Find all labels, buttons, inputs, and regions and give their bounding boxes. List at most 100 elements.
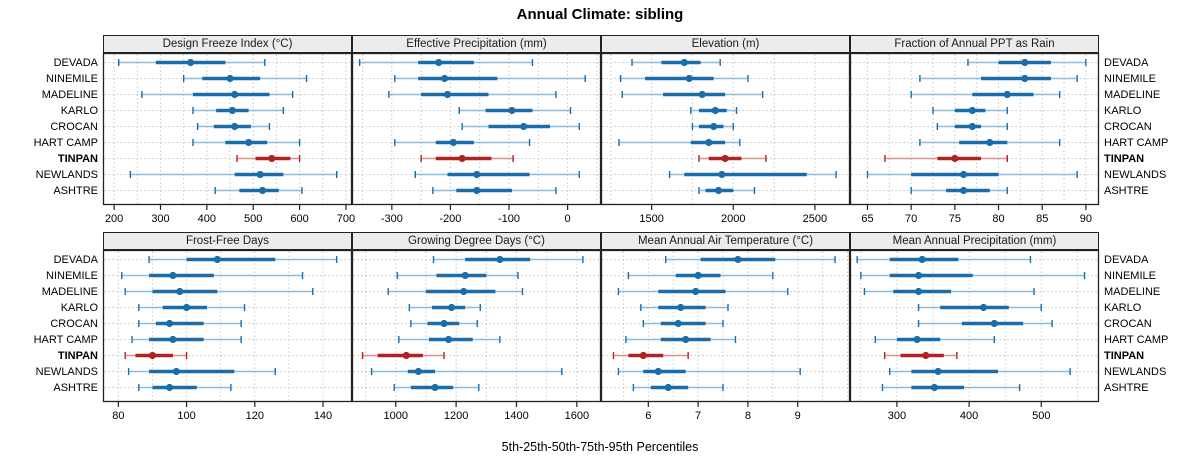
site-label-right-devada: DEVADA (1104, 253, 1149, 266)
median-dot-ninemile (226, 74, 234, 83)
axis-tick-label: 80 (112, 410, 124, 422)
site-label-left-karlo: KARLO (60, 104, 98, 117)
median-dot-karlo (979, 303, 988, 312)
median-dot-crocan (990, 319, 998, 328)
panel-border (351, 52, 602, 206)
median-dot-karlo (711, 106, 719, 115)
site-label-left-newlands: NEWLANDS (35, 168, 98, 181)
panel-strip-label: Effective Precipitation (mm) (406, 38, 547, 50)
median-dot-karlo (677, 303, 685, 312)
median-dot-hart-camp (986, 138, 994, 147)
percentile-whiskers (121, 255, 338, 392)
site-label-left-ashtre: ASHTRE (53, 184, 98, 197)
median-dot-tinpan (148, 351, 157, 360)
median-dot-devada (187, 58, 195, 67)
axis-tick-label: -200 (439, 213, 461, 225)
site-label-right-madeline: MADELINE (1104, 88, 1161, 101)
axis-tick-label: 500 (1032, 410, 1050, 422)
site-label-right-karlo: KARLO (1104, 301, 1142, 314)
percentile-whiskers (618, 58, 837, 195)
axis-tick-label: 200 (105, 213, 123, 225)
median-dot-ashtre (258, 186, 267, 195)
panel-strip-frost-free-days: Frost-Free Days (103, 232, 352, 250)
percentile-whiskers (361, 255, 584, 392)
chart-title: Annual Climate: sibling (516, 6, 684, 23)
axis-tick-label: 2500 (803, 213, 827, 225)
axis-tick-label: 85 (1036, 213, 1048, 225)
median-dot-hart-camp (913, 335, 921, 344)
x-axis: -300 -200 -100 0 (381, 205, 571, 225)
median-dot-devada (213, 255, 221, 264)
axis-tick-label: 75 (949, 213, 961, 225)
x-axis: 6 7 8 9 (645, 402, 801, 422)
axis-tick-label: 500 (244, 213, 262, 225)
median-dot-madeline (231, 90, 239, 99)
percentile-whiskers (856, 255, 1086, 392)
panel-border (102, 52, 353, 206)
gridlines (851, 251, 1098, 401)
site-label-left-madeline: MADELINE (41, 285, 98, 298)
panel-plot-design-freeze-index-c: 200 300 400 500 600 700 (102, 52, 355, 225)
median-dot-madeline (460, 287, 468, 296)
x-axis: 1000 1200 1400 1600 (384, 402, 589, 422)
panel-strip-label: Mean Annual Air Temperature (°C) (637, 235, 814, 247)
panel-border (351, 249, 602, 403)
site-label-left-newlands: NEWLANDS (35, 365, 98, 378)
site-label-left-crocan: CROCAN (50, 317, 98, 330)
panel-strip-fraction-of-annual-ppt-as-rain: Fraction of Annual PPT as Rain (850, 35, 1099, 53)
site-label-right-crocan: CROCAN (1104, 120, 1152, 133)
panel-border (102, 249, 353, 403)
median-dot-karlo (508, 106, 516, 115)
percentile-whiskers (866, 58, 1087, 195)
median-dot-hart-camp (449, 138, 457, 147)
panel-border (849, 249, 1100, 403)
median-dot-crocan (710, 122, 718, 131)
median-dot-ninemile (1021, 74, 1029, 83)
site-label-right-devada: DEVADA (1104, 56, 1149, 69)
site-label-left-crocan: CROCAN (50, 120, 98, 133)
median-dot-newlands (473, 170, 481, 179)
axis-tick-label: 300 (888, 410, 906, 422)
median-dot-devada (734, 255, 742, 264)
axis-tick-label: -300 (381, 213, 403, 225)
median-dot-crocan (520, 122, 528, 131)
median-dot-ashtre (930, 383, 939, 392)
panel-plot-frost-free-days: 80 100 120 140 (102, 249, 353, 422)
x-axis: 200 300 400 500 600 700 (105, 205, 355, 225)
site-label-left-hart-camp: HART CAMP (33, 136, 98, 149)
median-dot-tinpan (922, 351, 930, 360)
panel-plot-mean-annual-air-temperature-c: 6 7 8 9 (600, 249, 851, 422)
site-label-right-karlo: KARLO (1104, 104, 1142, 117)
median-dot-newlands (934, 367, 942, 376)
median-dot-crocan (440, 319, 448, 328)
axis-tick-label: 8 (745, 410, 751, 422)
site-label-left-devada: DEVADA (53, 253, 98, 266)
axis-tick-label: 1200 (444, 410, 468, 422)
axis-tick-label: 0 (565, 213, 571, 225)
median-dot-tinpan (268, 154, 276, 163)
axis-tick-label: -100 (498, 213, 520, 225)
median-dot-karlo (228, 106, 236, 115)
site-label-left-ashtre: ASHTRE (53, 381, 98, 394)
median-dot-madeline (698, 90, 706, 99)
panel-strip-mean-annual-precipitation-mm: Mean Annual Precipitation (mm) (850, 232, 1099, 250)
median-dot-newlands (959, 170, 968, 179)
median-dot-madeline (443, 90, 452, 99)
median-dot-ashtre (664, 383, 672, 392)
axis-tick-label: 400 (960, 410, 978, 422)
x-axis: 1500 2000 2500 (639, 205, 827, 225)
median-dot-ashtre (959, 186, 968, 195)
panel-plot-fraction-of-annual-ppt-as-rain: 65 70 75 80 85 90 (849, 52, 1100, 225)
panel-strip-label: Growing Degree Days (°C) (408, 235, 545, 247)
site-label-left-ninemile: NINEMILE (46, 72, 98, 85)
median-dot-devada (496, 255, 504, 264)
site-label-right-tinpan: TINPAN (1104, 349, 1145, 362)
site-label-right-crocan: CROCAN (1104, 317, 1152, 330)
x-axis-caption: 5th-25th-50th-75th-95th Percentiles (501, 440, 699, 454)
panel-border (600, 249, 851, 403)
median-dot-tinpan (639, 351, 647, 360)
median-dot-madeline (914, 287, 923, 296)
panel-strip-label: Mean Annual Precipitation (mm) (892, 235, 1057, 247)
median-dot-newlands (414, 367, 422, 376)
